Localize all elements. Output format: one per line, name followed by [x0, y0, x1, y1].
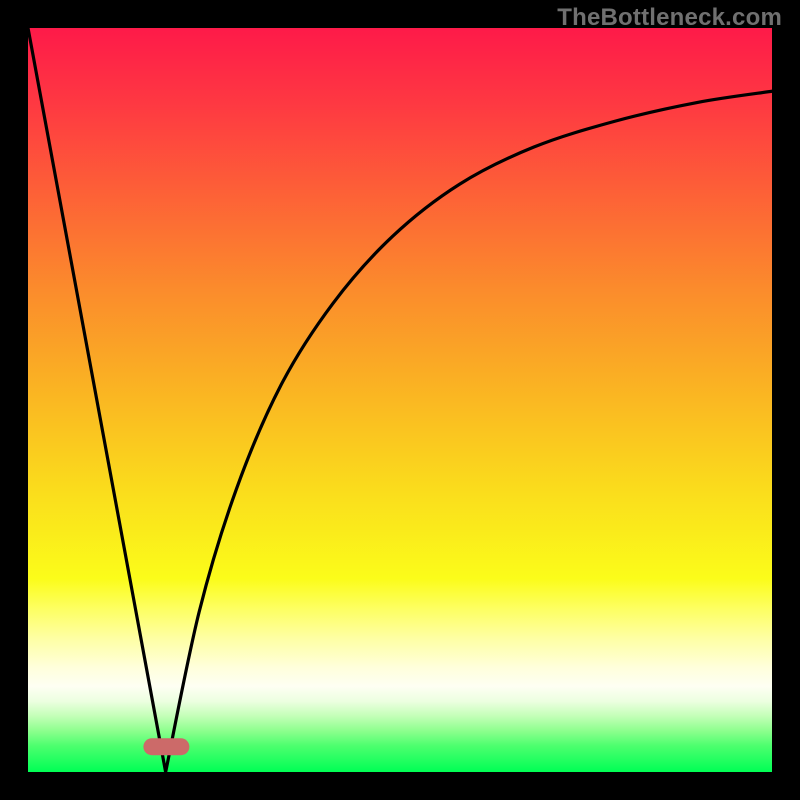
watermark-text: TheBottleneck.com: [557, 4, 782, 32]
vertex-marker: [143, 738, 189, 755]
plot-area: [28, 28, 772, 772]
plot-svg: [28, 28, 772, 772]
stage: TheBottleneck.com: [0, 0, 800, 800]
gradient-background: [28, 28, 772, 772]
